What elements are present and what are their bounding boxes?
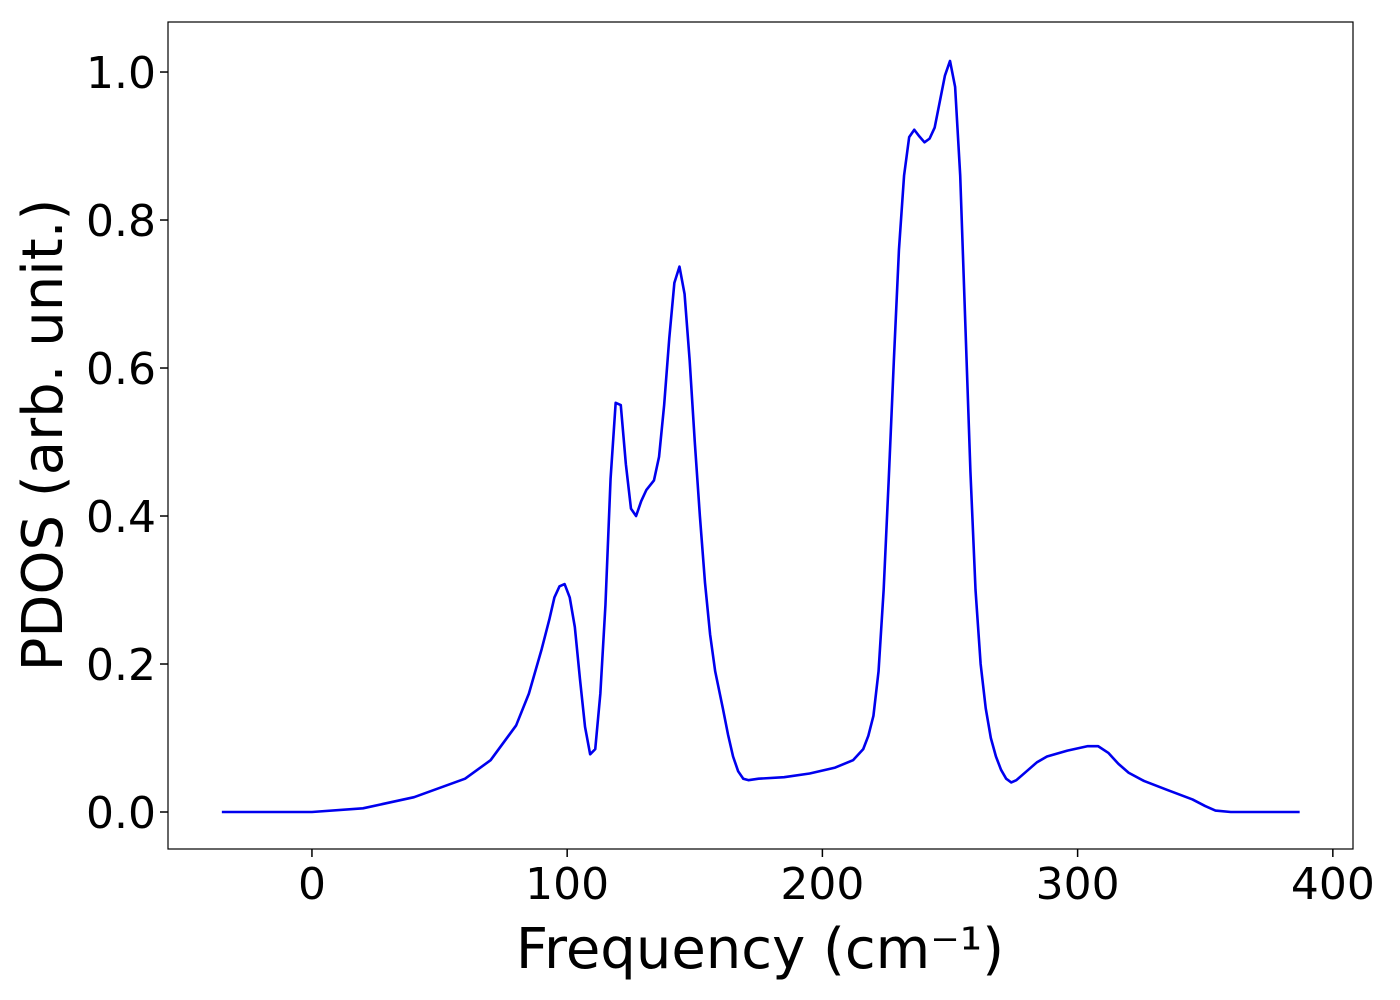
y-tick-label: 0.8 <box>86 196 156 247</box>
y-tick-label: 0.4 <box>86 492 156 543</box>
x-tick-label: 0 <box>298 859 326 910</box>
data-line <box>221 59 1300 814</box>
plot-frame <box>167 21 1354 850</box>
y-tick-label: 0.6 <box>86 344 156 395</box>
x-tick-label: 300 <box>1036 859 1120 910</box>
y-tick-label: 0.0 <box>86 788 156 839</box>
y-axis-label: PDOS (arb. unit.) <box>11 199 76 672</box>
y-tick-label: 0.2 <box>86 640 156 691</box>
x-tick-label: 400 <box>1291 859 1375 910</box>
y-tick-label: 1.0 <box>86 48 156 99</box>
x-tick-label: 100 <box>525 859 609 910</box>
x-tick-label: 200 <box>780 859 864 910</box>
x-axis-label: Frequency (cm⁻¹) <box>516 917 1004 982</box>
